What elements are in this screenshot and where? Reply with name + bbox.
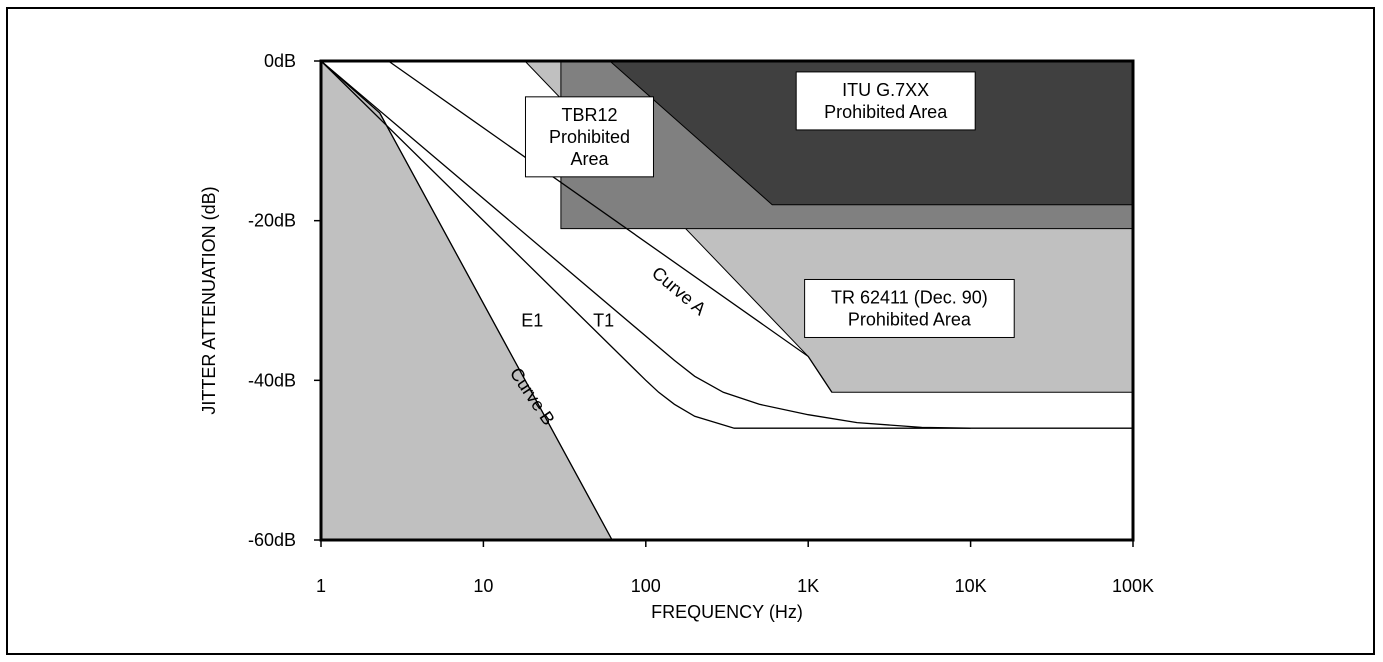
y-tick-label: -20dB — [248, 211, 296, 231]
y-tick-label: -40dB — [248, 370, 296, 390]
x-tick-label: 1 — [316, 576, 326, 596]
annotation-text: TBR12 — [561, 105, 617, 125]
y-axis-ticks: 0dB -20dB -40dB -60dB — [248, 51, 321, 550]
series-line-1 — [320, 60, 1133, 429]
annotation-text: E1 — [521, 310, 543, 330]
annotation-text: Prohibited Area — [824, 102, 948, 122]
annotation-tr62411: TR 62411 (Dec. 90)Prohibited Area — [804, 278, 1015, 338]
annotation-text: Curve A — [648, 263, 710, 319]
annotation-text: Prohibited — [549, 127, 630, 147]
annotation-text: ITU G.7XX — [842, 80, 929, 100]
x-tick-label: 100K — [1112, 576, 1154, 596]
series-line-2 — [320, 60, 971, 429]
annotation-box — [524, 96, 654, 178]
x-axis-ticks: 1 10 100 1K 10K 100K — [316, 540, 1154, 596]
annotation-t1: T1 — [593, 310, 614, 330]
y-tick-label: 0dB — [264, 51, 296, 71]
x-axis-label: FREQUENCY (Hz) — [651, 602, 803, 622]
annotation-text: TR 62411 (Dec. 90) — [831, 287, 988, 307]
annotation-curve_a: Curve A — [648, 263, 710, 319]
annotation-box — [804, 278, 1015, 338]
annotation-text: Prohibited Area — [848, 309, 972, 329]
y-axis-label: JITTER ATTENUATION (dB) — [199, 186, 219, 414]
annotation-box — [795, 71, 976, 131]
annotation-e1: E1 — [521, 310, 543, 330]
x-tick-label: 10K — [955, 576, 987, 596]
y-tick-label: -60dB — [248, 530, 296, 550]
annotation-text: Area — [570, 149, 609, 169]
annotation-text: T1 — [593, 310, 614, 330]
x-tick-label: 10 — [473, 576, 493, 596]
plot-area-border — [319, 59, 1135, 542]
x-tick-label: 100 — [631, 576, 661, 596]
x-tick-label: 1K — [797, 576, 819, 596]
